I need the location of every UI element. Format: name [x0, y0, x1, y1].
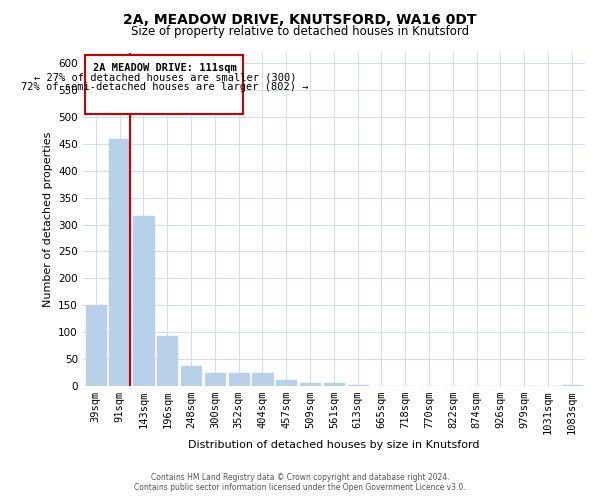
Y-axis label: Number of detached properties: Number of detached properties: [43, 132, 53, 307]
Text: Size of property relative to detached houses in Knutsford: Size of property relative to detached ho…: [131, 25, 469, 38]
X-axis label: Distribution of detached houses by size in Knutsford: Distribution of detached houses by size …: [188, 440, 479, 450]
Bar: [300, 383, 320, 386]
Text: 72% of semi-detached houses are larger (802) →: 72% of semi-detached houses are larger (…: [21, 82, 308, 92]
Bar: [205, 373, 225, 386]
Text: Contains HM Land Registry data © Crown copyright and database right 2024.
Contai: Contains HM Land Registry data © Crown c…: [134, 473, 466, 492]
Bar: [109, 138, 130, 386]
Bar: [229, 374, 249, 386]
Bar: [276, 380, 296, 386]
Bar: [181, 366, 201, 386]
Bar: [562, 385, 582, 386]
Bar: [157, 336, 178, 386]
Bar: [324, 383, 344, 386]
Bar: [86, 305, 106, 386]
Bar: [133, 216, 154, 386]
Bar: [253, 374, 272, 386]
FancyBboxPatch shape: [85, 55, 244, 114]
Text: ← 27% of detached houses are smaller (300): ← 27% of detached houses are smaller (30…: [34, 72, 296, 83]
Text: 2A MEADOW DRIVE: 111sqm: 2A MEADOW DRIVE: 111sqm: [93, 64, 237, 74]
Text: 2A, MEADOW DRIVE, KNUTSFORD, WA16 0DT: 2A, MEADOW DRIVE, KNUTSFORD, WA16 0DT: [123, 12, 477, 26]
